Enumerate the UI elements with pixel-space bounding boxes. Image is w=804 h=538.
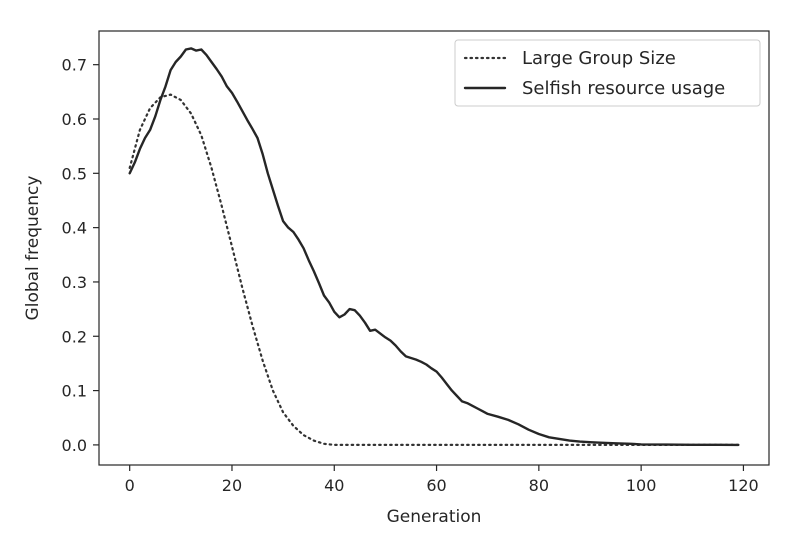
x-tick-label: 40 — [324, 476, 344, 495]
series-line-large-group-size — [128, 93, 740, 446]
y-axis: 0.0 0.1 0.2 0.3 0.4 0.5 0.6 0.7 — [62, 56, 99, 455]
y-tick-label: 0.7 — [62, 56, 87, 75]
x-tick-label: 100 — [626, 476, 657, 495]
legend-box — [454, 39, 761, 107]
plot-area — [98, 30, 770, 466]
y-tick-label: 0.4 — [62, 219, 87, 238]
x-tick-label: 20 — [222, 476, 242, 495]
y-tick-label: 0.6 — [62, 110, 87, 129]
x-tick-label: 80 — [529, 476, 549, 495]
y-tick-label: 0.0 — [62, 436, 87, 455]
y-tick-label: 0.2 — [62, 327, 87, 346]
y-tick-label: 0.3 — [62, 273, 87, 292]
x-axis: 0 20 40 60 80 100 120 — [125, 465, 759, 495]
series-layer — [128, 47, 740, 447]
series-line-selfish-resource-usage — [128, 47, 740, 447]
x-tick-label: 120 — [728, 476, 759, 495]
y-axis-label: Global frequency — [23, 176, 43, 321]
legend: Large Group Size Selfish resource usage — [454, 39, 761, 107]
legend-label-selfish-resource-usage: Selfish resource usage — [522, 78, 725, 99]
x-tick-label: 60 — [426, 476, 446, 495]
x-tick-label: 0 — [125, 476, 135, 495]
legend-label-large-group-size: Large Group Size — [522, 48, 676, 69]
y-tick-label: 0.1 — [62, 382, 87, 401]
y-tick-label: 0.5 — [62, 164, 87, 183]
x-axis-label: Generation — [387, 507, 482, 527]
